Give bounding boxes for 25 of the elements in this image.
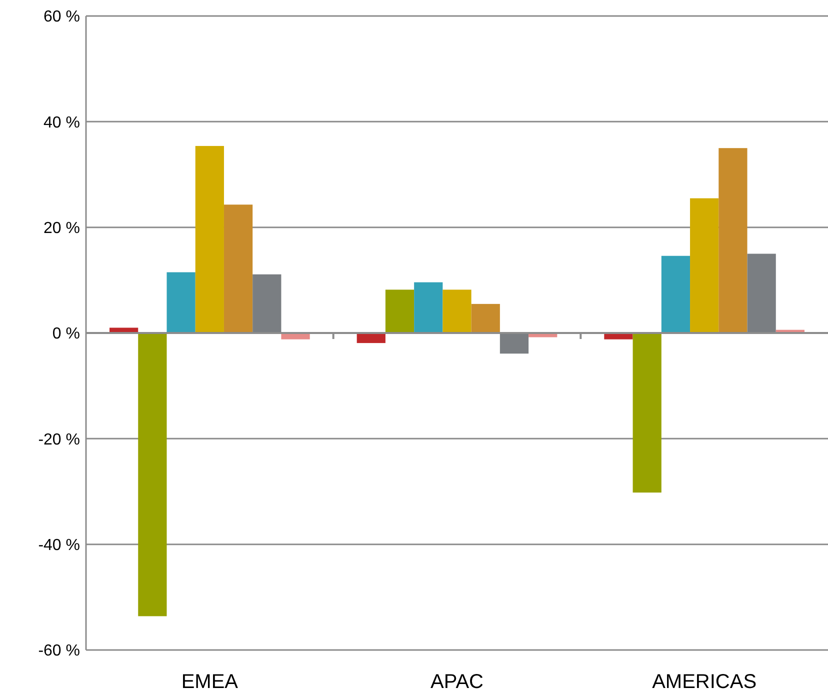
y-tick-label: 20 % xyxy=(44,220,80,237)
bar xyxy=(385,290,414,333)
bar xyxy=(661,256,690,333)
bar xyxy=(471,304,500,333)
y-tick-label: -60 % xyxy=(38,642,80,660)
bar xyxy=(138,333,167,616)
bar xyxy=(442,290,472,333)
bar xyxy=(718,148,748,333)
y-tick-label: 60 % xyxy=(44,8,80,26)
x-tick-label: APAC xyxy=(430,671,484,693)
y-tick-label: 40 % xyxy=(44,114,80,132)
bar xyxy=(195,146,224,333)
bar xyxy=(166,272,196,333)
bar xyxy=(224,204,253,333)
y-tick-label: 0 % xyxy=(52,326,80,343)
x-tick-label: AMERICAS xyxy=(652,671,757,693)
bar xyxy=(632,333,662,493)
bar xyxy=(500,333,529,354)
x-tick-label: EMEA xyxy=(181,671,239,693)
bar xyxy=(747,254,776,333)
bar xyxy=(414,282,443,333)
y-tick-label: -40 % xyxy=(38,536,80,554)
y-tick-label: -20 % xyxy=(38,431,80,448)
bar xyxy=(252,274,282,333)
bar xyxy=(690,198,719,333)
